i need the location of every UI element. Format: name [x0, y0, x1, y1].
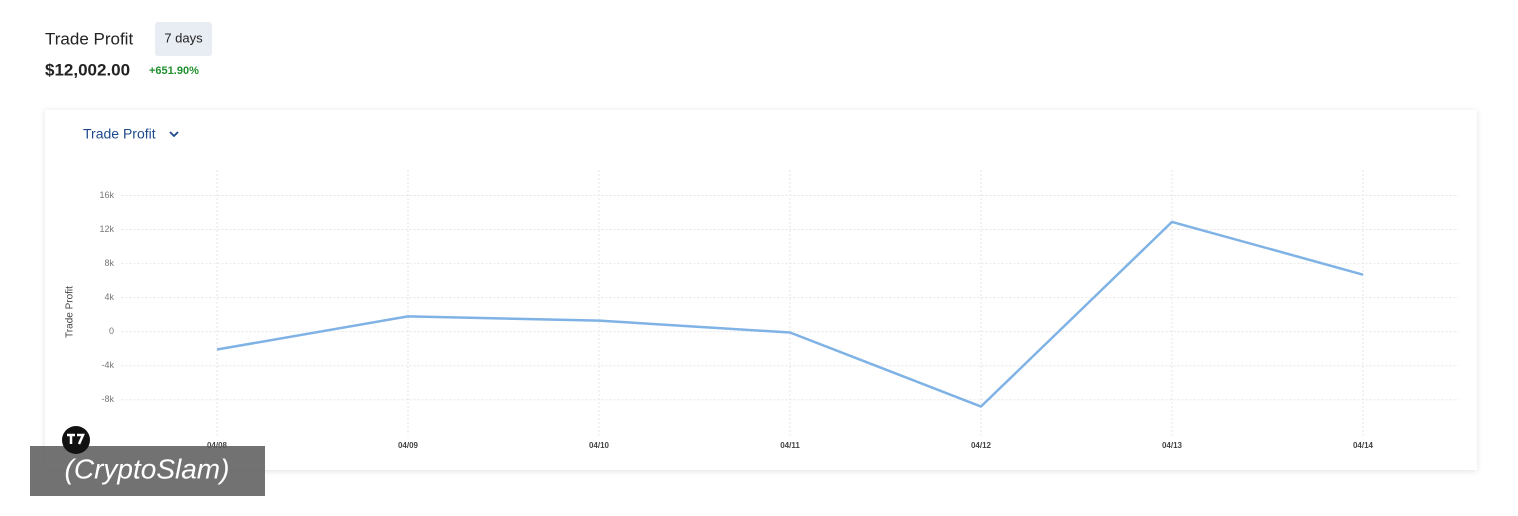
- logo: [62, 426, 90, 454]
- y-tick-label: 8k: [104, 258, 114, 268]
- x-tick-label: 04/14: [1353, 441, 1374, 450]
- change-percent: +651.90%: [149, 65, 199, 77]
- watermark: (CryptoSlam): [65, 453, 230, 484]
- data-line: [216, 220, 1364, 408]
- y-tick-label: -8k: [101, 394, 114, 404]
- y-tick-label: 0: [109, 326, 114, 336]
- x-tick-label: 04/13: [1162, 441, 1183, 450]
- x-tick-label: 04/09: [398, 441, 419, 450]
- x-tick-label: 04/12: [971, 441, 992, 450]
- period-label[interactable]: 7 days: [164, 30, 203, 45]
- dropdown-chevron[interactable]: [169, 131, 179, 138]
- x-tick-label: 04/08: [207, 441, 228, 450]
- y-axis-label: Trade Profit: [65, 286, 76, 338]
- y-tick-label: -4k: [101, 360, 114, 370]
- metric-dropdown[interactable]: Trade Profit: [83, 126, 156, 142]
- x-tick-label: 04/11: [780, 441, 800, 450]
- watermark-box: [30, 446, 265, 496]
- total-value: $12,002.00: [45, 60, 130, 79]
- y-tick-label: 4k: [104, 292, 114, 302]
- page-title: Trade Profit: [45, 29, 133, 48]
- period-button[interactable]: [155, 22, 212, 56]
- y-tick-label: 12k: [99, 224, 114, 234]
- logo-glyph: [67, 433, 85, 445]
- y-tick-label: 16k: [99, 190, 114, 200]
- chart-card: [45, 110, 1477, 470]
- x-tick-label: 04/10: [589, 441, 610, 450]
